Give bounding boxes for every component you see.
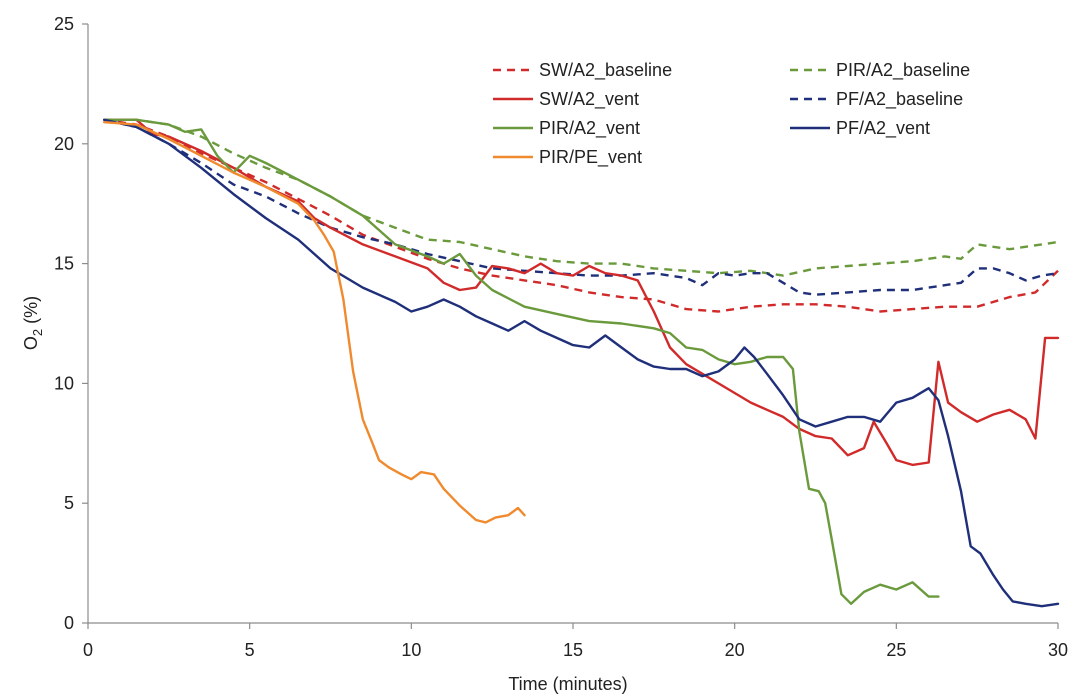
series-line-pir-a2-baseline bbox=[104, 118, 1059, 277]
series-line-sw-a2-baseline bbox=[104, 118, 1059, 313]
x-tick-label: 0 bbox=[83, 640, 93, 660]
y-tick-label: 10 bbox=[54, 373, 74, 393]
series-line-pir-a2-vent bbox=[102, 118, 940, 605]
legend-label-sw-a2-vent: SW/A2_vent bbox=[539, 89, 639, 110]
y-tick-label: 15 bbox=[54, 254, 74, 274]
legend-label-pir-a2-vent: PIR/A2_vent bbox=[539, 118, 640, 139]
y-axis-title: O2 (%) bbox=[21, 296, 45, 350]
legend-label-pir-pe-vent: PIR/PE_vent bbox=[539, 147, 642, 168]
y-tick-label: 25 bbox=[54, 14, 74, 34]
y-axis-title-tail: (%) bbox=[21, 296, 41, 329]
x-tick-label: 5 bbox=[245, 640, 255, 660]
y-tick-label: 20 bbox=[54, 134, 74, 154]
legend: SW/A2_baseline SW/A2_vent PIR/A2_vent PIR/P… bbox=[493, 60, 970, 168]
series-line-pf-a2-vent bbox=[102, 118, 1060, 608]
legend-label-sw-a2-baseline: SW/A2_baseline bbox=[539, 60, 672, 81]
y-tick-label: 5 bbox=[64, 493, 74, 513]
legend-label-pf-a2-baseline: PF/A2_baseline bbox=[836, 89, 963, 110]
x-tick-label: 10 bbox=[401, 640, 421, 660]
y-tick-label: 0 bbox=[64, 613, 74, 633]
x-tick-label: 30 bbox=[1048, 640, 1068, 660]
x-tick-label: 20 bbox=[725, 640, 745, 660]
x-tick-label: 25 bbox=[886, 640, 906, 660]
legend-label-pf-a2-vent: PF/A2_vent bbox=[836, 118, 930, 139]
x-tick-label: 15 bbox=[563, 640, 583, 660]
y-axis-title-subscript: 2 bbox=[30, 329, 45, 336]
series-line-pf-a2-baseline bbox=[103, 118, 1059, 296]
axes: 0 5 10 15 20 25 0 5 10 15 20 25 30 bbox=[54, 14, 1068, 660]
series-line-pir-pe-vent bbox=[102, 120, 526, 524]
series-layer bbox=[102, 118, 1060, 608]
series-line-sw-a2-vent bbox=[102, 118, 1060, 467]
x-axis-title: Time (minutes) bbox=[508, 674, 627, 694]
legend-label-pir-a2-baseline: PIR/A2_baseline bbox=[836, 60, 970, 81]
y-axis-title-main: O bbox=[21, 336, 41, 350]
